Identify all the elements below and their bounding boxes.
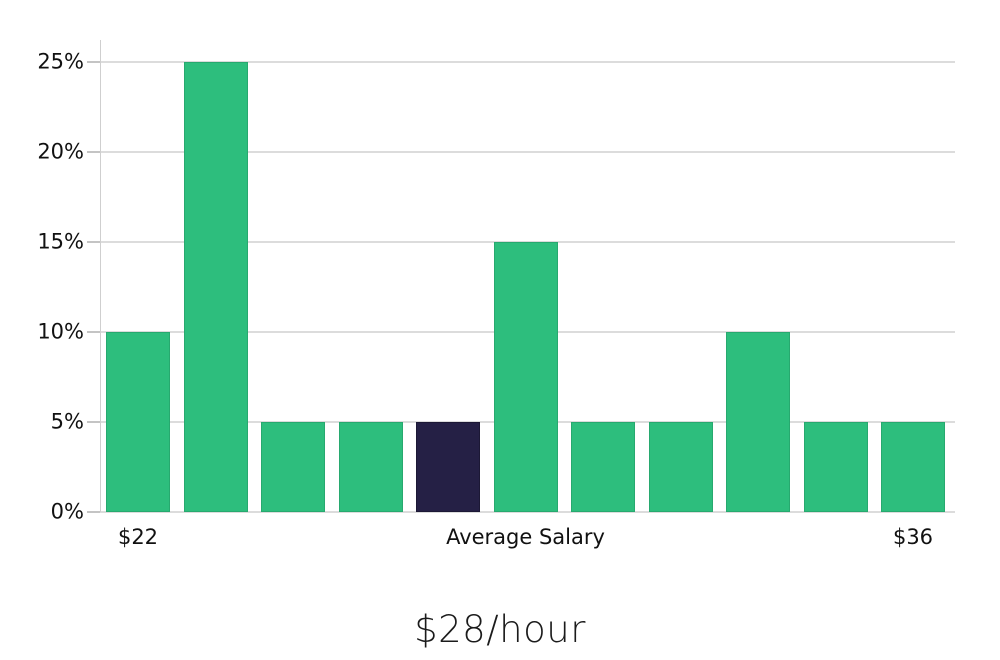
gridline-20% (100, 151, 955, 153)
bar (571, 422, 635, 512)
y-tick-mark (87, 241, 100, 243)
bar (106, 332, 170, 512)
x-tick-label: $36 (892, 525, 934, 549)
bar (881, 422, 945, 512)
y-tick-label: 10% (37, 319, 84, 344)
y-tick-mark (87, 421, 100, 423)
chart-title: $28/hour (414, 608, 586, 651)
y-axis-line (99, 40, 101, 512)
x-tick-label: $22 (117, 525, 159, 549)
bar (803, 422, 868, 512)
y-tick-label: 20% (37, 139, 84, 164)
y-tick-label: 0% (50, 499, 84, 524)
y-tick-mark (87, 61, 100, 63)
gridline-0% (100, 511, 955, 513)
y-tick-mark (87, 151, 100, 153)
bar (183, 62, 248, 512)
y-tick-label: 5% (50, 409, 84, 434)
y-tick-label: 15% (37, 229, 84, 254)
bar-highlighted-average (416, 422, 480, 512)
bar (493, 242, 558, 512)
bar (648, 422, 713, 512)
bar (726, 332, 790, 512)
y-tick-mark (87, 331, 100, 333)
y-tick-mark (87, 511, 100, 513)
x-tick-label: Average Salary (446, 525, 605, 549)
y-tick-label: 25% (37, 49, 84, 74)
gridline-25% (100, 61, 955, 63)
bar (261, 422, 325, 512)
bar (338, 422, 403, 512)
